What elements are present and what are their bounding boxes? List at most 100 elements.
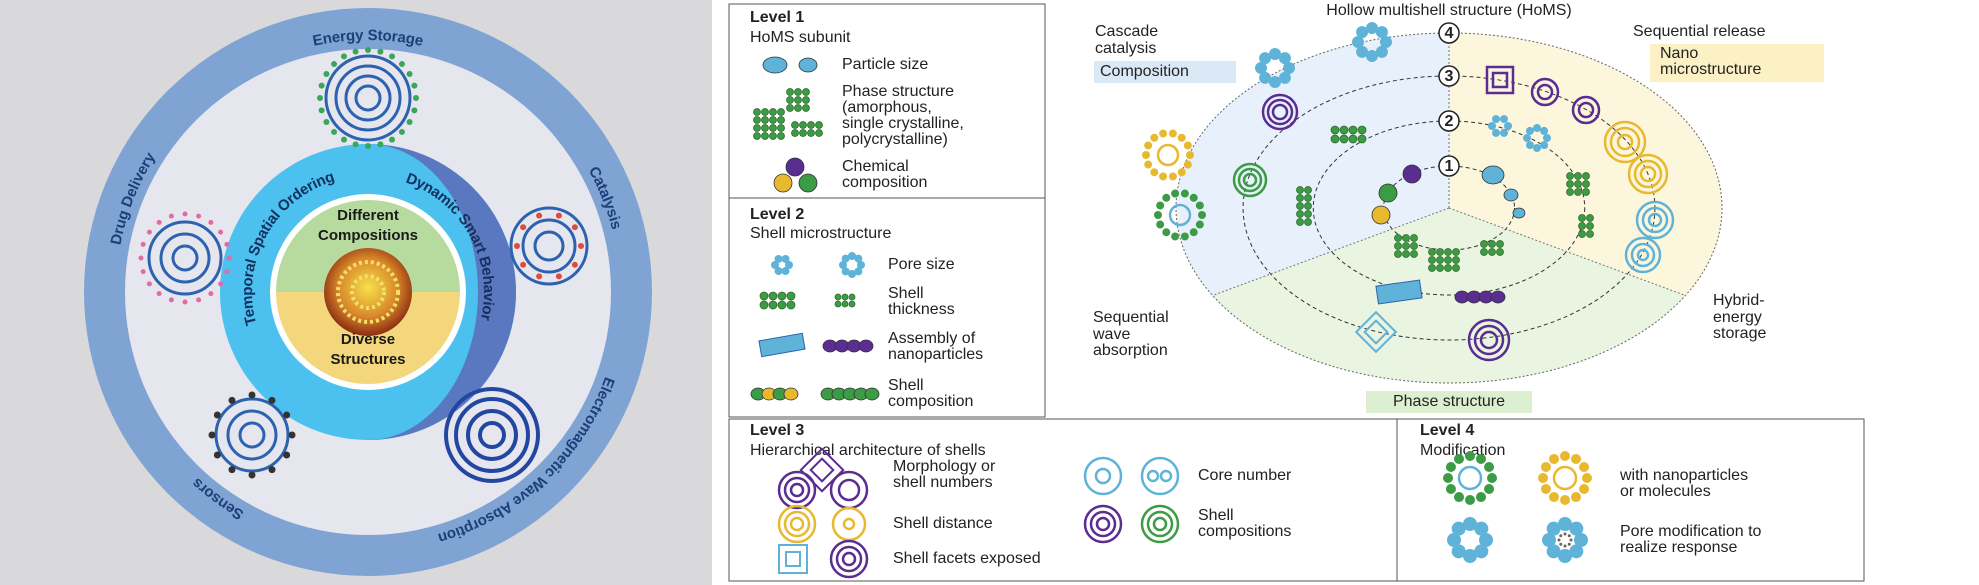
ring-number: 1	[1445, 158, 1454, 175]
grain-dot	[777, 300, 787, 310]
particle-dot	[1189, 193, 1198, 202]
particle	[798, 57, 818, 73]
diagram-label: storage	[1713, 325, 1766, 342]
particle	[1371, 205, 1391, 225]
grain-dot	[1488, 248, 1496, 256]
particle-dot	[1582, 473, 1592, 483]
particle-dot	[536, 212, 543, 219]
particle-dot	[196, 213, 202, 219]
particle-dot	[1356, 45, 1369, 58]
particle-dot	[1171, 232, 1180, 241]
item-label: Pore size	[888, 256, 955, 273]
particle-dot	[146, 281, 152, 287]
particle	[858, 339, 874, 353]
particle-dot	[571, 261, 578, 268]
shell-icon	[1159, 469, 1173, 483]
hierarchy-diagram: 1 2 3 4 Hollow multishell structure (HoMS) Ca…	[1092, 2, 1824, 413]
particle-dot	[218, 229, 224, 235]
particle-dot	[140, 269, 146, 275]
particle-dot	[1269, 48, 1281, 60]
particle-dot	[1180, 189, 1189, 198]
particle-dot	[1476, 453, 1486, 464]
particle-dot	[1159, 129, 1168, 138]
label-highlight	[1094, 61, 1236, 83]
particle-dot	[377, 141, 384, 148]
particle-dot	[1525, 126, 1534, 135]
particle-dot	[377, 48, 384, 55]
grain-dot	[1582, 172, 1590, 180]
grain-dot	[1348, 125, 1358, 135]
shell-icon	[478, 421, 506, 449]
particle-dot	[1150, 133, 1159, 142]
core-label: Diverse	[341, 331, 395, 348]
shell-icon	[1639, 165, 1657, 183]
particle-dot	[1488, 122, 1496, 130]
particle-dot	[1278, 71, 1291, 84]
particle-dot	[1560, 451, 1570, 461]
grain-dot	[1566, 180, 1574, 188]
grain-dot	[841, 300, 849, 308]
shell-icon	[1094, 467, 1112, 485]
grain-dot	[848, 293, 856, 301]
grain-dot	[759, 300, 769, 310]
grain-dot	[786, 291, 796, 301]
item-label: nanoparticles	[888, 346, 983, 363]
particle-dot	[1484, 462, 1495, 472]
particle-dot	[1150, 168, 1159, 177]
shell-icon	[521, 218, 577, 274]
particle-dot	[1171, 189, 1180, 198]
shell-icon	[159, 232, 211, 284]
facet-icon	[785, 551, 801, 567]
shell-icon	[1242, 172, 1258, 188]
level-subtitle: Shell microstructure	[750, 225, 891, 242]
shell-icon	[835, 545, 863, 573]
particle	[1402, 164, 1422, 184]
particle-dot	[771, 261, 779, 269]
grain-dot	[1496, 248, 1504, 256]
shell-icon	[354, 84, 382, 112]
particle-dot	[1558, 517, 1572, 531]
shell-icon	[226, 409, 278, 461]
facet-icon	[1485, 65, 1515, 95]
particle-dot	[1445, 484, 1456, 494]
shell-icon	[1479, 330, 1499, 350]
particle-dot	[1255, 62, 1267, 74]
diagram-label: energy	[1713, 309, 1762, 326]
shell-icon	[1168, 203, 1192, 227]
grain-dot	[1428, 264, 1436, 272]
grain-dot	[769, 116, 777, 124]
core-bottom	[273, 292, 463, 387]
particle-dot	[228, 396, 236, 404]
particle-dot	[1569, 544, 1584, 559]
particle-dot	[520, 224, 527, 231]
shell-icon	[1156, 143, 1180, 167]
particle-dot	[1579, 484, 1590, 494]
particle-dot	[1375, 45, 1388, 58]
shell-icon	[783, 510, 811, 538]
particle-dot	[331, 128, 338, 135]
grain-dot	[1566, 172, 1574, 180]
particle-dot	[1560, 495, 1570, 505]
particle-dot	[1352, 36, 1364, 48]
grain-dot	[786, 96, 794, 104]
grain-dot	[1394, 242, 1402, 250]
grain-dot	[777, 116, 785, 124]
shell-icon	[171, 244, 199, 272]
particle-dot	[1563, 532, 1567, 536]
level-subtitle: Hierarchical architecture of shells	[750, 442, 986, 459]
shell-icon	[1633, 159, 1663, 189]
diagram-label: Hollow multishell structure (HoMS)	[1326, 2, 1571, 19]
core-shell	[350, 274, 386, 310]
grain-dot	[786, 88, 794, 96]
grain-dot	[1574, 172, 1582, 180]
shell-icon	[466, 409, 518, 461]
particle-dot	[268, 396, 276, 404]
particle-dot	[571, 224, 578, 231]
grain-dot	[753, 132, 761, 140]
particle	[762, 56, 788, 74]
grain-dot	[815, 121, 823, 129]
behavior-swirl	[368, 144, 516, 440]
particle-dot	[1189, 228, 1198, 237]
core-label: Different	[337, 207, 399, 224]
particle-dot	[1533, 144, 1541, 152]
